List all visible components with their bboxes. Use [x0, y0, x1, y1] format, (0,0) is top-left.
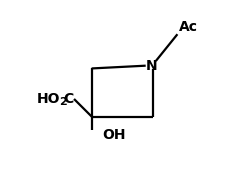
Text: C: C [63, 92, 74, 106]
Text: OH: OH [102, 128, 126, 142]
Text: Ac: Ac [179, 20, 197, 34]
Text: HO: HO [36, 92, 60, 106]
Text: N: N [146, 59, 157, 73]
Text: 2: 2 [59, 97, 67, 107]
